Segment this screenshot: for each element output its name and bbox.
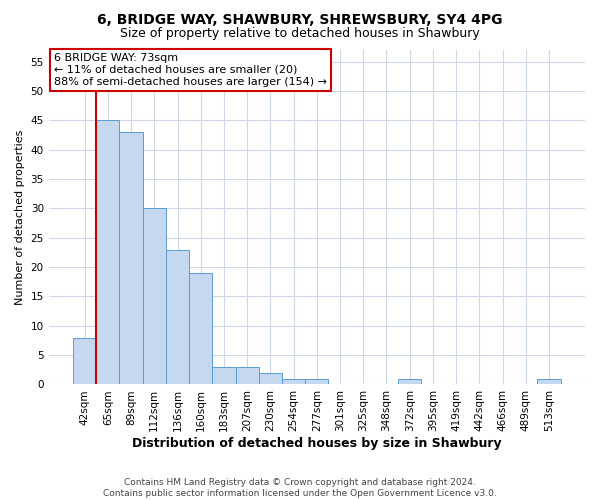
Bar	[259, 372, 282, 384]
Bar	[189, 273, 212, 384]
Bar	[166, 250, 189, 384]
Text: Contains HM Land Registry data © Crown copyright and database right 2024.
Contai: Contains HM Land Registry data © Crown c…	[103, 478, 497, 498]
Bar	[236, 367, 259, 384]
Bar	[96, 120, 119, 384]
Y-axis label: Number of detached properties: Number of detached properties	[15, 130, 25, 305]
Text: 6, BRIDGE WAY, SHAWBURY, SHREWSBURY, SY4 4PG: 6, BRIDGE WAY, SHAWBURY, SHREWSBURY, SY4…	[97, 12, 503, 26]
Bar	[73, 338, 96, 384]
Text: 6 BRIDGE WAY: 73sqm
← 11% of detached houses are smaller (20)
88% of semi-detach: 6 BRIDGE WAY: 73sqm ← 11% of detached ho…	[54, 54, 327, 86]
Bar	[212, 367, 236, 384]
Bar	[143, 208, 166, 384]
Bar	[305, 378, 328, 384]
Bar	[282, 378, 305, 384]
Text: Size of property relative to detached houses in Shawbury: Size of property relative to detached ho…	[120, 28, 480, 40]
Bar	[119, 132, 143, 384]
X-axis label: Distribution of detached houses by size in Shawbury: Distribution of detached houses by size …	[132, 437, 502, 450]
Bar	[538, 378, 560, 384]
Bar	[398, 378, 421, 384]
